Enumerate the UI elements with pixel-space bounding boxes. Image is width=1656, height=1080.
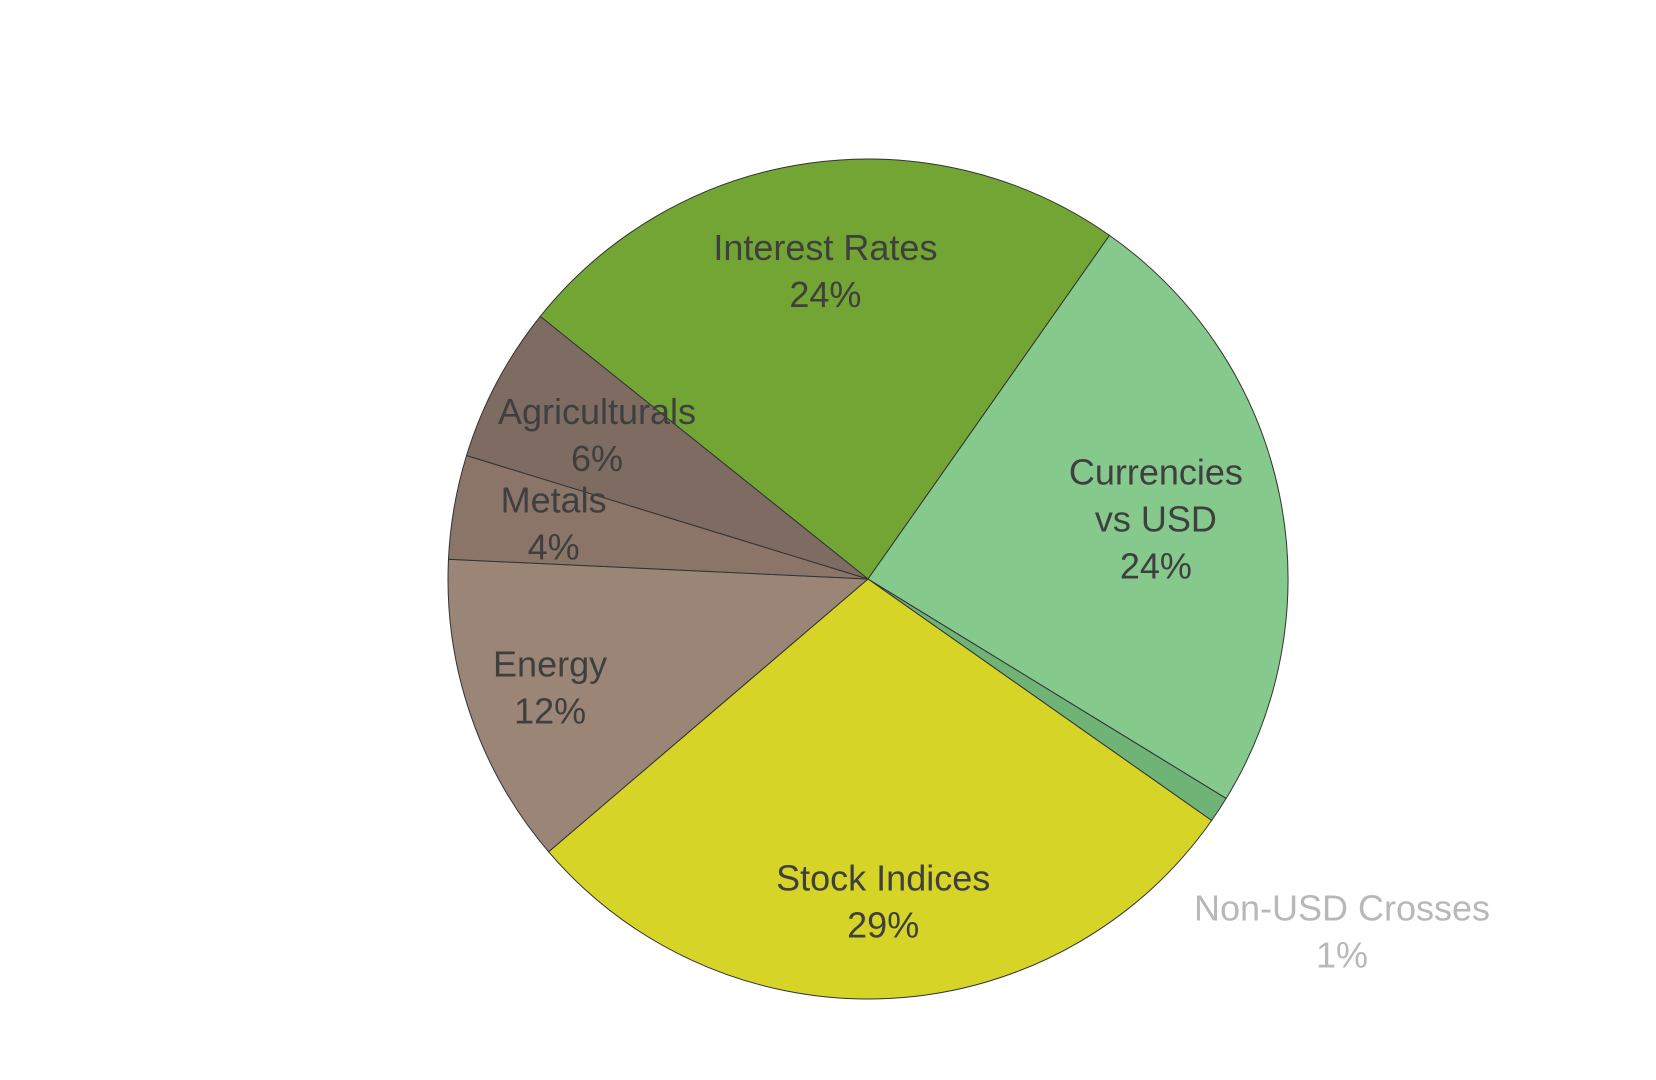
pie-label-currencies-vs-usd: Currencies vs USD 24% bbox=[1069, 451, 1243, 586]
pie-label-value: 6% bbox=[571, 438, 623, 479]
pie-label-value: 4% bbox=[528, 527, 580, 568]
pie-label-value: 24% bbox=[1120, 545, 1192, 586]
pie-label-name: vs USD bbox=[1095, 498, 1217, 539]
pie-slices bbox=[447, 158, 1289, 1000]
pie-slice-interest-rates bbox=[539, 158, 1111, 580]
pie-label-value: 29% bbox=[847, 905, 919, 946]
pie-slice-agriculturals bbox=[465, 315, 869, 580]
pie-label-agriculturals: Agriculturals 6% bbox=[498, 391, 696, 479]
pie-label-name: Metals bbox=[501, 480, 607, 521]
pie-labels: Interest Rates 24% Currencies vs USD 24% Non-… bbox=[493, 227, 1490, 975]
pie-slice-energy bbox=[447, 558, 870, 853]
pie-label-name: Interest Rates bbox=[713, 227, 937, 268]
pie-label-name: Currencies bbox=[1069, 451, 1243, 492]
pie-slice-stock-indices bbox=[547, 578, 1213, 1000]
pie-label-interest-rates: Interest Rates 24% bbox=[713, 227, 937, 315]
pie-slice-currencies-vs-usd bbox=[867, 234, 1289, 800]
pie-label-energy: Energy 12% bbox=[493, 643, 607, 731]
pie-label-name: Agriculturals bbox=[498, 391, 696, 432]
pie-label-name: Stock Indices bbox=[776, 858, 990, 899]
pie-label-non-usd-crosses: Non-USD Crosses 1% bbox=[1194, 888, 1490, 976]
pie-label-stock-indices: Stock Indices 29% bbox=[776, 858, 990, 946]
pie-label-name: Energy bbox=[493, 643, 607, 684]
pie-label-value: 24% bbox=[789, 274, 861, 315]
pie-label-value: 12% bbox=[514, 690, 586, 731]
pie-label-metals: Metals 4% bbox=[501, 480, 607, 568]
pie-label-name: Non-USD Crosses bbox=[1194, 888, 1490, 929]
pie-label-value: 1% bbox=[1316, 935, 1368, 976]
